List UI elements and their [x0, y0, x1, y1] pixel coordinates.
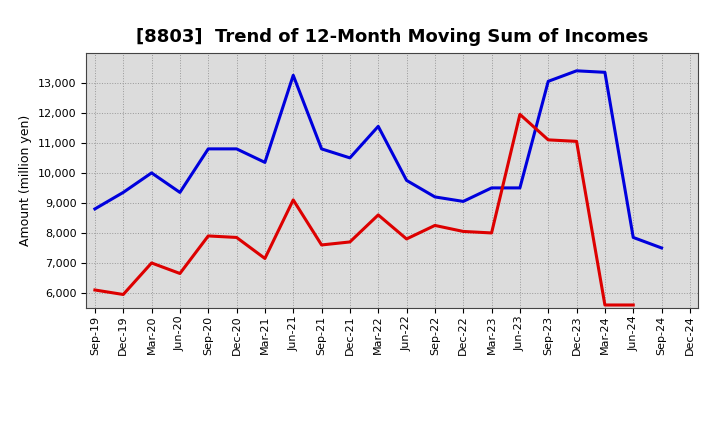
Ordinary Income [629, 235, 637, 240]
Y-axis label: Amount (million yen): Amount (million yen) [19, 115, 32, 246]
Ordinary Income [119, 190, 127, 195]
Net Income [148, 260, 156, 266]
Ordinary Income [233, 146, 241, 151]
Ordinary Income [657, 246, 666, 251]
Net Income [402, 236, 411, 242]
Ordinary Income [91, 206, 99, 212]
Ordinary Income [431, 194, 439, 200]
Net Income [629, 302, 637, 308]
Ordinary Income [148, 170, 156, 176]
Net Income [600, 302, 609, 308]
Net Income [91, 287, 99, 293]
Ordinary Income [572, 68, 581, 73]
Ordinary Income [459, 199, 467, 204]
Ordinary Income [261, 160, 269, 165]
Net Income [374, 212, 382, 217]
Net Income [233, 235, 241, 240]
Net Income [204, 233, 212, 238]
Net Income [544, 137, 552, 143]
Ordinary Income [374, 124, 382, 129]
Net Income [176, 271, 184, 276]
Ordinary Income [516, 185, 524, 191]
Ordinary Income [346, 155, 354, 161]
Ordinary Income [600, 70, 609, 75]
Ordinary Income [402, 178, 411, 183]
Net Income [572, 139, 581, 144]
Ordinary Income [318, 146, 326, 151]
Ordinary Income [289, 73, 297, 78]
Net Income [459, 229, 467, 234]
Net Income [289, 197, 297, 202]
Net Income [487, 230, 496, 235]
Net Income [261, 256, 269, 261]
Net Income [346, 239, 354, 245]
Net Income [318, 242, 326, 248]
Line: Net Income: Net Income [95, 114, 633, 305]
Ordinary Income [204, 146, 212, 151]
Net Income [516, 112, 524, 117]
Net Income [431, 223, 439, 228]
Title: [8803]  Trend of 12-Month Moving Sum of Incomes: [8803] Trend of 12-Month Moving Sum of I… [136, 28, 649, 46]
Line: Ordinary Income: Ordinary Income [95, 71, 662, 248]
Net Income [119, 292, 127, 297]
Ordinary Income [487, 185, 496, 191]
Ordinary Income [544, 79, 552, 84]
Ordinary Income [176, 190, 184, 195]
